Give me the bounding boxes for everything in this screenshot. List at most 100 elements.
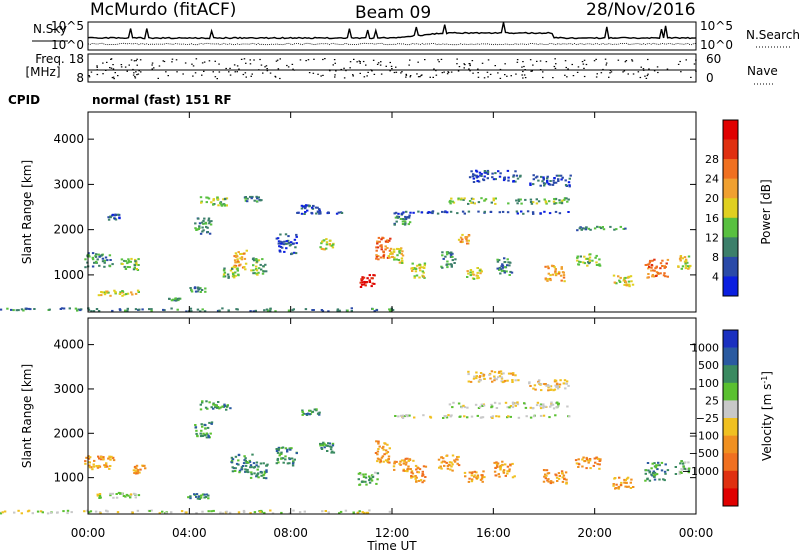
data-cell	[547, 182, 550, 185]
data-cell	[681, 462, 685, 465]
data-cell	[547, 272, 550, 275]
data-cell	[368, 274, 371, 277]
data-cell	[615, 228, 618, 231]
data-cell	[400, 257, 404, 260]
data-cell	[586, 257, 589, 260]
data-cell	[97, 455, 100, 458]
data-cell	[447, 252, 450, 255]
data-cell	[106, 290, 109, 293]
data-cell	[567, 384, 570, 387]
freq-mark	[468, 68, 470, 70]
data-cell	[87, 461, 90, 464]
data-cell	[581, 458, 584, 461]
freq-mark	[240, 58, 243, 60]
data-cell	[535, 404, 539, 407]
data-cell	[49, 511, 53, 514]
freq-mark	[389, 70, 391, 72]
colorbar-tick: −25	[696, 412, 719, 425]
data-cell	[613, 228, 616, 231]
data-cell	[126, 262, 129, 265]
data-cell	[387, 458, 390, 460]
nave-label: Nave	[747, 64, 778, 78]
data-cell	[516, 403, 520, 406]
freq-mark	[171, 61, 173, 63]
data-cell	[327, 442, 330, 445]
data-cell	[384, 248, 387, 251]
data-cell	[501, 381, 505, 384]
freq-mark	[192, 65, 195, 67]
data-cell	[553, 198, 556, 200]
data-cell	[598, 258, 601, 261]
data-cell	[3, 510, 7, 513]
data-cell	[304, 308, 308, 311]
data-cell	[338, 512, 341, 515]
data-cell	[520, 210, 523, 213]
data-cell	[499, 172, 502, 175]
data-cell	[482, 470, 485, 473]
data-cell	[195, 493, 199, 496]
data-cell	[240, 468, 243, 471]
freq-mark	[110, 58, 113, 60]
data-cell	[563, 280, 566, 283]
data-cell	[201, 308, 204, 311]
data-cell	[362, 283, 366, 286]
data-cell	[328, 445, 332, 448]
data-cell	[687, 255, 691, 258]
freq-mark	[176, 71, 178, 73]
data-cell	[329, 239, 332, 242]
data-cell	[336, 308, 340, 311]
freq-mark	[583, 67, 585, 69]
data-cell	[468, 176, 472, 179]
data-cell	[445, 263, 449, 266]
data-cell	[414, 475, 417, 477]
data-cell	[382, 445, 385, 448]
freq-mark	[335, 70, 337, 72]
data-cell	[128, 266, 131, 269]
data-cell	[193, 493, 196, 496]
data-cell	[480, 270, 483, 273]
freq-mark	[102, 73, 104, 75]
data-cell	[107, 216, 110, 219]
data-cell	[401, 223, 405, 225]
freq-mark	[139, 59, 142, 61]
data-cell	[655, 265, 658, 268]
data-cell	[509, 463, 512, 466]
data-cell	[380, 246, 383, 249]
data-cell	[511, 379, 514, 381]
freq-mark	[151, 64, 153, 66]
freq-mark	[567, 68, 569, 70]
data-cell	[543, 383, 546, 385]
freq-mark	[236, 65, 239, 67]
data-cell	[476, 474, 480, 477]
data-cell	[95, 261, 98, 264]
data-cell	[506, 258, 509, 261]
data-cell	[598, 460, 601, 462]
data-cell	[111, 309, 114, 312]
data-cell	[279, 245, 283, 248]
data-cell	[1, 511, 4, 514]
data-cell	[373, 282, 376, 285]
data-cell	[506, 406, 509, 409]
freq-mark	[266, 68, 268, 70]
freq-mark	[134, 77, 137, 79]
data-cell	[198, 225, 201, 228]
freq-mark	[469, 63, 471, 65]
data-cell	[289, 448, 292, 451]
data-cell	[449, 468, 452, 471]
data-cell	[557, 477, 561, 480]
data-cell	[653, 258, 656, 261]
data-cell	[682, 465, 685, 468]
data-cell	[193, 287, 197, 290]
data-cell	[275, 448, 278, 450]
data-cell	[436, 212, 440, 215]
data-cell	[591, 259, 594, 262]
data-cell	[470, 415, 474, 418]
freq-mark	[236, 71, 238, 73]
data-cell	[319, 246, 322, 249]
freq-mark	[639, 76, 642, 79]
data-cell	[249, 466, 252, 469]
data-cell	[165, 512, 168, 514]
data-cell	[539, 212, 542, 215]
data-cell	[461, 210, 465, 213]
data-cell	[189, 307, 193, 310]
